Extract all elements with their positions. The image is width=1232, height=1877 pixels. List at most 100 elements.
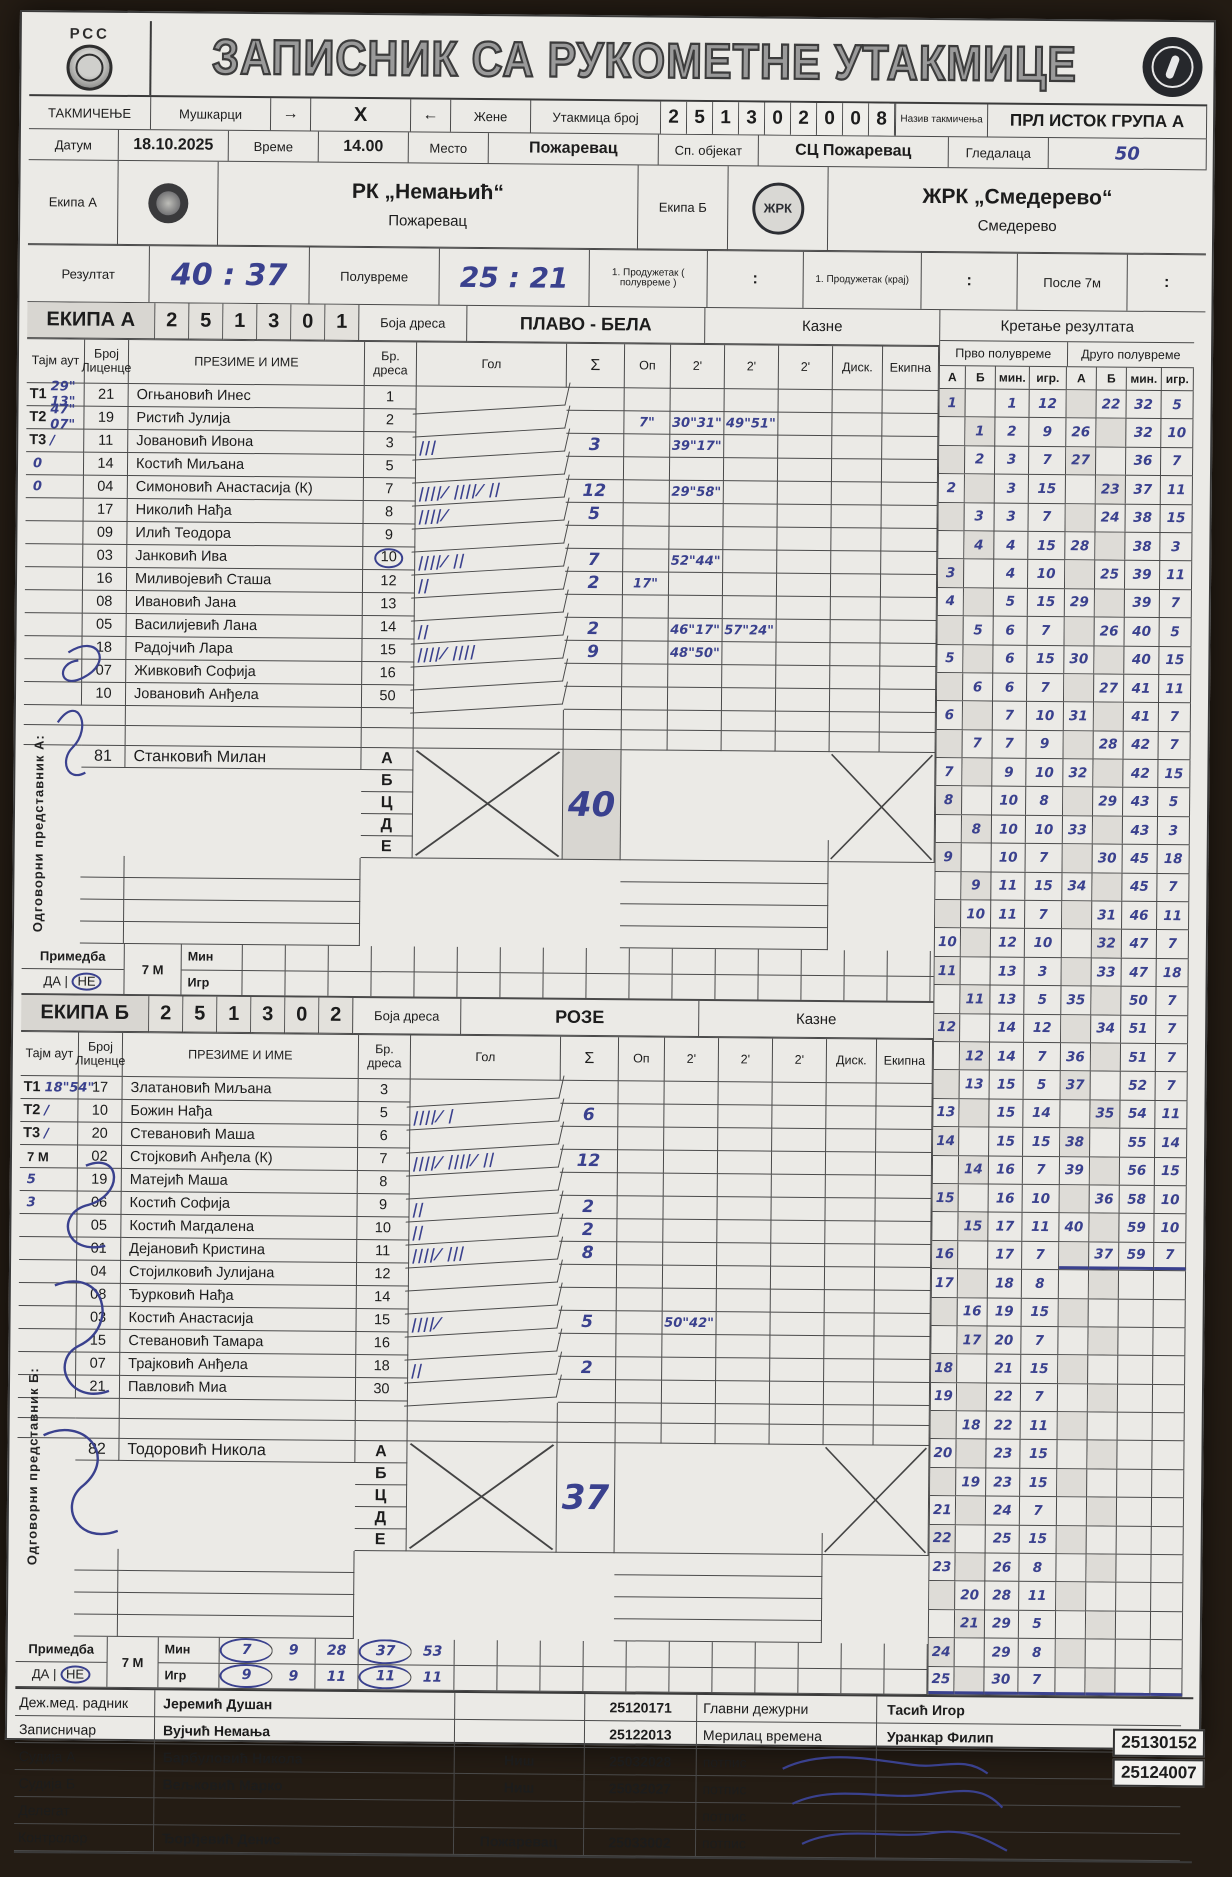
goal-a-second-half: 36 [1060,1043,1092,1071]
igr-cell [583,1666,627,1692]
after-7m-label: После 7м [1017,253,1128,311]
progression-row: 4 4 15 28 38 3 [938,530,1193,562]
goal-a-second-half [1056,1497,1088,1525]
women-label: Жене [450,99,532,133]
overtime2-label: 1. Продужетак (крај) [803,251,922,309]
progression-row: 5 6 15 30 40 15 [937,644,1192,676]
disqualification-cell [825,1175,876,1199]
minute-first-half: 26 [985,1553,1020,1582]
igr-cell [798,1668,842,1694]
suspension-time-1 [667,687,723,712]
warning-time [616,1334,663,1358]
col-timeout: Тајм аут [20,1032,80,1077]
timeout-value: 0 [32,478,42,494]
team-penalty-cell [879,689,937,714]
team-penalty-cell [875,1198,932,1222]
spectators-value: 50 [1048,137,1207,170]
jersey-number: 11 [375,1243,391,1260]
minute-first-half: 15 [989,1099,1024,1127]
disqualification-cell [826,1129,877,1153]
official-name: Тодоровић Никола [119,1438,356,1463]
suspension-time-1: 46"17" [668,618,723,643]
minute-second-half: 52 [1120,1072,1156,1100]
goal-sum: 2 [558,1356,617,1381]
suspension-time-1 [662,1357,717,1382]
licence-number: 10 [81,682,127,706]
goal-a-second-half [1064,560,1096,589]
official-right-label: потпис [696,1775,877,1805]
goal-b-second-half [1091,986,1122,1015]
minute-first-half: 4 [994,531,1029,560]
warning-time [618,1127,665,1151]
goal-a-first-half [937,616,964,644]
minute-second-half: 54 [1120,1100,1156,1129]
disqualification-cell [832,390,883,414]
goal-sum: 2 [564,617,623,642]
goal-a-second-half [1061,1014,1092,1043]
goal-a-first-half: 4 [937,587,964,616]
player-second-half: 3 [1157,816,1191,845]
disqualification-cell [824,1290,875,1314]
disqualification-cell [824,1336,875,1360]
disqualification-cell [830,620,881,644]
team-b-penalties-header: Казне [699,1000,934,1040]
minute-first-half: 6 [993,616,1028,645]
team-penalty-cell [881,482,938,507]
licence-number: 10 [78,1099,123,1123]
minute-first-half: 6 [993,645,1028,673]
team-a-penalties-header: Казне [705,307,940,347]
goal-sum: 5 [565,502,624,527]
player-first-half: 5 [1018,1610,1057,1639]
goal-a-first-half [937,672,964,701]
team-a-name: РК „Немањић“ [351,179,504,205]
minute-second-half [1118,1327,1154,1356]
goal-b-first-half [960,957,991,985]
jersey-cell: 8 [357,1170,410,1195]
comp-name-label: Назив такмичења [895,103,989,137]
goal-b-second-half [1088,1327,1119,1355]
progression-row: 4 5 15 29 39 7 [937,587,1192,619]
player-second-half: 15 [1154,1157,1188,1186]
col-op: Оп [618,1037,666,1082]
goal-a-second-half [1055,1610,1087,1639]
igr-cell [414,971,458,997]
minute-first-half: 30 [984,1667,1019,1695]
jersey-cell: 16 [362,662,415,686]
suspension-time-3 [776,665,831,690]
suspension-time-2 [722,642,777,666]
player-second-half: 7 [1157,873,1190,902]
goal-b-first-half [962,701,993,730]
jersey-number: 16 [379,665,396,682]
goal-a-first-half [929,1581,956,1610]
suspension-time-3 [777,550,832,575]
halftime-label: Полувреме [309,247,440,305]
goal-b-second-half: 26 [1094,617,1125,646]
progression-title: Кретање резултата [940,310,1195,344]
player-second-half: 7 [1159,589,1192,618]
goal-b-second-half [1086,1554,1117,1583]
men-arrow-icon: → [270,98,312,131]
goal-a-first-half: 3 [938,559,965,587]
player-name: Василијевић Лана [126,613,363,640]
goal-a-first-half: 21 [929,1496,957,1524]
goal-a-first-half [932,1212,959,1240]
team-a-representative-label: Одговорни представник А: [29,734,47,933]
goal-b-first-half: 4 [964,531,995,559]
min-cell [626,1641,670,1667]
licence-number: 16 [82,567,128,591]
goal-a-first-half: 15 [932,1183,959,1212]
warning-time [617,1219,664,1243]
col-jersey: Бр. дреса [358,1034,412,1080]
jersey-number: 8 [379,1174,388,1191]
minute-second-half [1118,1270,1155,1299]
progression-row: 20 23 15 [930,1439,1185,1471]
official-licence-number: 25033002 [583,1828,697,1857]
player-first-half: 7 [1028,446,1067,475]
suspension-time-1: 50"42" [662,1311,717,1336]
goal-b-first-half [960,1013,991,1042]
goal-sum: 3 [566,433,625,458]
goal-b-second-half: 27 [1094,674,1125,702]
goal-b-second-half: 34 [1091,1014,1122,1043]
player-second-half: 14 [1155,1129,1188,1157]
goal-sum: 5 [558,1310,617,1335]
